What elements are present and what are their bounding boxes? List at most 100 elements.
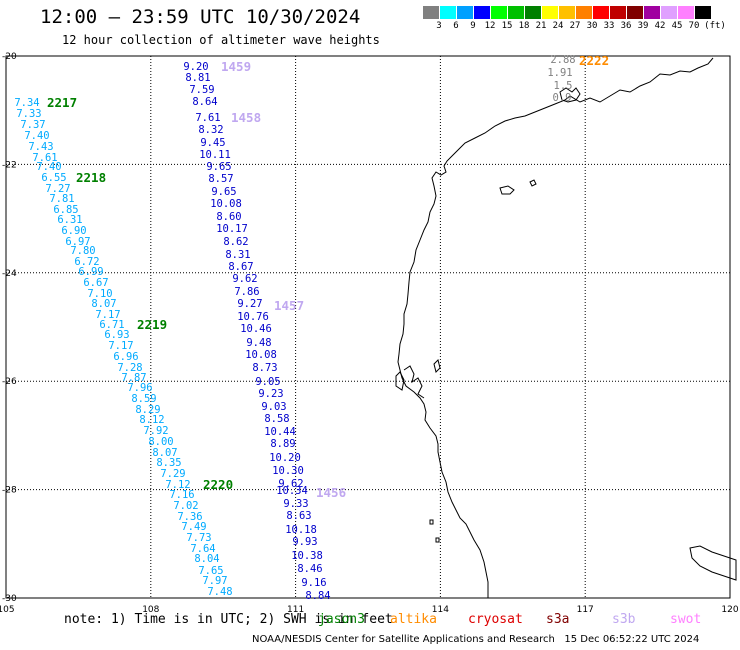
legend-label: 36 [620, 21, 632, 31]
legend-label: 12 [484, 21, 496, 31]
wave-height-value: 9.45 [200, 137, 225, 149]
wave-height-value: 7.61 [32, 152, 57, 164]
lon-tick-label: 108 [142, 605, 159, 615]
coastline-western-australia [397, 57, 714, 598]
wave-height-value: 8.60 [216, 211, 241, 223]
legend-label: 6 [453, 21, 459, 31]
wave-height-value: 6.93 [104, 329, 129, 341]
wave-height-value: 6.72 [74, 256, 99, 268]
legend-label: 18 [518, 21, 530, 31]
wave-height-value: 6.99 [78, 266, 103, 278]
legend-label: 33 [603, 21, 615, 31]
legend-label: 27 [569, 21, 581, 31]
pass-label: 2222 [579, 53, 609, 68]
wave-height-value: 7.73 [186, 532, 211, 544]
wave-height-value: 1.91 [547, 67, 572, 79]
legend-swatch [558, 6, 575, 19]
wave-height-value: 8.35 [156, 457, 181, 469]
wave-height-value: 8.67 [228, 261, 253, 273]
legend-swatch [490, 6, 507, 19]
wave-height-value: 7.92 [143, 425, 168, 437]
wave-height-value: 8.07 [91, 298, 116, 310]
legend-label: 24 [552, 21, 564, 31]
wave-height-value: 7.49 [181, 521, 206, 533]
island-barrow [499, 185, 515, 195]
island-monte-bello [529, 179, 537, 187]
coastline [395, 57, 737, 598]
track: 9.208.817.598.647.618.329.4510.119.658.5… [183, 61, 330, 602]
wave-height-value: 9.23 [258, 388, 283, 400]
wave-height-value: 7.87 [121, 372, 146, 384]
wave-height-value: 10.46 [240, 323, 272, 335]
wave-height-value: 8.84 [305, 590, 330, 602]
wave-height-value: 7.29 [160, 468, 185, 480]
wave-height-value: 8.29 [135, 404, 160, 416]
legend-label: 45 [671, 21, 683, 31]
wave-height-value: 7.27 [45, 183, 70, 195]
wave-height-value: 8.57 [208, 173, 233, 185]
wave-height-value: 9.03 [261, 401, 286, 413]
wave-height-value: 10.17 [216, 223, 248, 235]
satellite-s3b: s3b [612, 612, 636, 627]
legend-swatch [609, 6, 626, 19]
legend-label: 70 [688, 21, 700, 31]
legend-unit: (ft) [704, 21, 726, 31]
legend-label: 42 [654, 21, 666, 31]
island-dirk-hartog [395, 371, 405, 391]
lat-tick-label: -28 [2, 486, 17, 496]
lon-tick-label: 120 [721, 605, 738, 615]
wave-height-value: 10.76 [237, 311, 269, 323]
color-legend: 3 6 9 12 15 18 21 24 27 30 33 36 39 42 45 70 (ft) [422, 6, 740, 31]
wave-height-value: 7.64 [190, 543, 215, 555]
wave-height-value: 10.38 [291, 550, 323, 562]
wave-height-value: 8.58 [264, 413, 289, 425]
wave-height-value: 6.55 [41, 172, 66, 184]
wave-height-value: 0.9 [553, 92, 572, 104]
satellite-cryosat: cryosat [468, 612, 523, 627]
lat-tick-label: -20 [2, 52, 17, 62]
wave-height-value: 7.40 [24, 130, 49, 142]
coastline-dampier [559, 87, 581, 103]
wave-height-value: 7.48 [207, 586, 232, 598]
legend-label: 3 [436, 21, 442, 31]
wave-height-value: 10.08 [210, 198, 242, 210]
wave-height-value: 8.31 [225, 249, 250, 261]
legend-swatch [473, 6, 490, 19]
wave-height-value: 7.17 [95, 309, 120, 321]
pass-label: 2219 [137, 317, 167, 332]
wave-height-value: 1.5 [554, 80, 573, 92]
pass-label: 1459 [221, 59, 251, 74]
legend-label: 15 [501, 21, 513, 31]
lat-tick-label: -30 [2, 594, 17, 604]
legend-swatch [422, 6, 439, 19]
wave-height-value: 8.62 [223, 236, 248, 248]
wave-height-value: 7.97 [202, 575, 227, 587]
legend-swatch [660, 6, 677, 19]
wave-height-value: 7.17 [108, 340, 133, 352]
wave-height-value: 7.33 [16, 108, 41, 120]
map-title: 12:00 – 23:59 UTC 10/30/2024 [40, 6, 361, 28]
wave-height-value: 9.05 [255, 376, 280, 388]
wave-height-value: 7.59 [189, 84, 214, 96]
wave-height-value: 7.02 [173, 500, 198, 512]
wave-height-value: 7.81 [49, 193, 74, 205]
legend-color-bar [422, 6, 740, 19]
legend-label: 9 [470, 21, 476, 31]
pass-labels: 2217 2218 2219 2220 2222 1459 1458 1457 1456 [47, 53, 609, 500]
legend-swatch [456, 6, 473, 19]
track: 2.881.911.50.9 [547, 54, 575, 104]
legend-swatch [626, 6, 643, 19]
wave-height-value: 7.34 [14, 97, 39, 109]
wave-height-value: 8.63 [286, 510, 311, 522]
lon-tick-label: 117 [577, 605, 594, 615]
wave-height-value: 9.33 [283, 498, 308, 510]
legend-swatch [524, 6, 541, 19]
lon-tick-label: 105 [0, 605, 15, 615]
pass-label: 2217 [47, 95, 77, 110]
lat-tick-label: -22 [2, 160, 17, 170]
track: 7.347.337.377.407.437.617.406.557.277.81… [14, 97, 232, 598]
wave-height-value: 10.30 [272, 465, 304, 477]
satellite-jason3: jason3 [318, 612, 365, 627]
legend-swatch [575, 6, 592, 19]
